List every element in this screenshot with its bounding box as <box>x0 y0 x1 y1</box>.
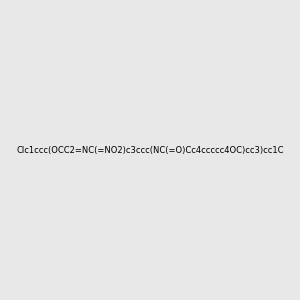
Text: Clc1ccc(OCC2=NC(=NO2)c3ccc(NC(=O)Cc4ccccc4OC)cc3)cc1C: Clc1ccc(OCC2=NC(=NO2)c3ccc(NC(=O)Cc4cccc… <box>16 146 284 154</box>
